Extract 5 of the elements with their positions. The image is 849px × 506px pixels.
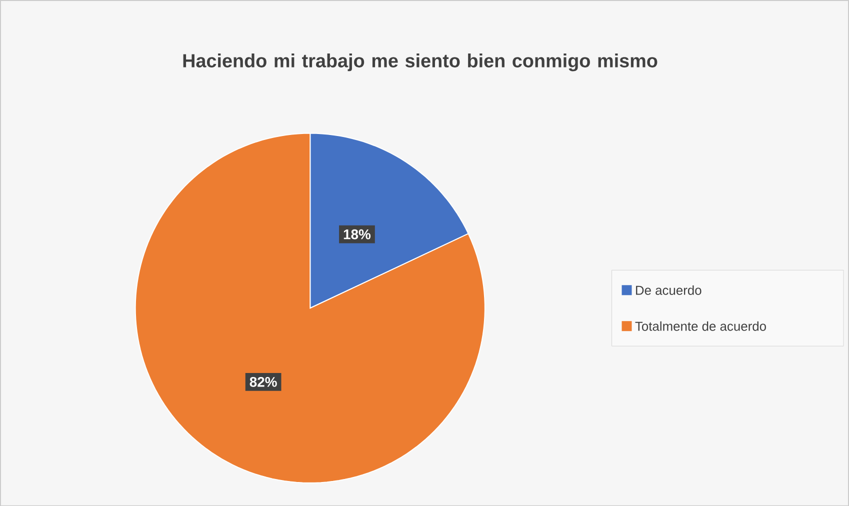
legend-label: Totalmente de acuerdo xyxy=(635,321,766,331)
chart-title: Haciendo mi trabajo me siento bien conmigo mismo xyxy=(183,53,658,72)
data-label: 18% xyxy=(344,229,371,240)
legend-label: De acuerdo xyxy=(636,285,702,295)
data-label: 82% xyxy=(250,376,277,387)
